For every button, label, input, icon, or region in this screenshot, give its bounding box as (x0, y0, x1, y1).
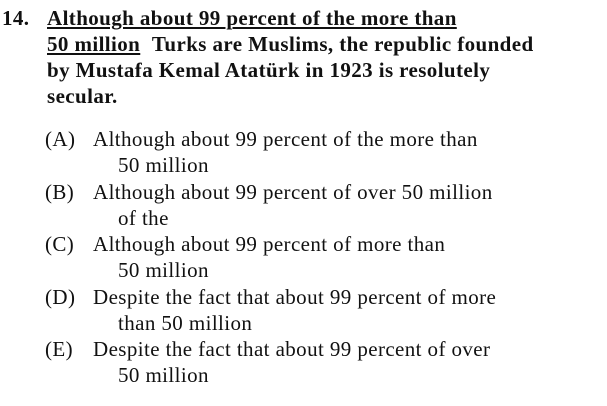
choice-text: Although about 99 percent of more than (93, 232, 446, 256)
stem-text: secular. (47, 84, 118, 108)
choice-text: 50 million (118, 258, 209, 282)
choice-letter: (E) (45, 337, 74, 361)
choice-text: than 50 million (118, 310, 253, 335)
choice-text: 50 million (118, 363, 209, 387)
stem-text: Turks are Muslims, the republic founded (151, 32, 534, 56)
choice-text: 50 million (118, 153, 209, 177)
question-number: 14. (2, 6, 30, 30)
choice-text: Although about 99 percent of the more th… (93, 127, 478, 151)
stem-line: 50 million Turks are Muslims, the republ… (47, 32, 534, 56)
choice-text: of the (118, 205, 169, 230)
choice-text: Despite the fact that about 99 percent o… (93, 337, 491, 361)
choice-letter: (A) (45, 127, 76, 151)
choice-text: Although about 99 percent of over 50 mil… (93, 179, 493, 204)
stem-text: by Mustafa Kemal Atatürk in 1923 is reso… (47, 58, 491, 82)
stem-underlined: 50 million (47, 32, 141, 56)
choice-letter: (B) (45, 179, 75, 204)
choice-letter: (D) (45, 284, 76, 309)
choice-text: Despite the fact that about 99 percent o… (93, 284, 497, 309)
choice-letter: (C) (45, 232, 75, 256)
stem-underlined: Although about 99 percent of the more th… (47, 6, 457, 30)
